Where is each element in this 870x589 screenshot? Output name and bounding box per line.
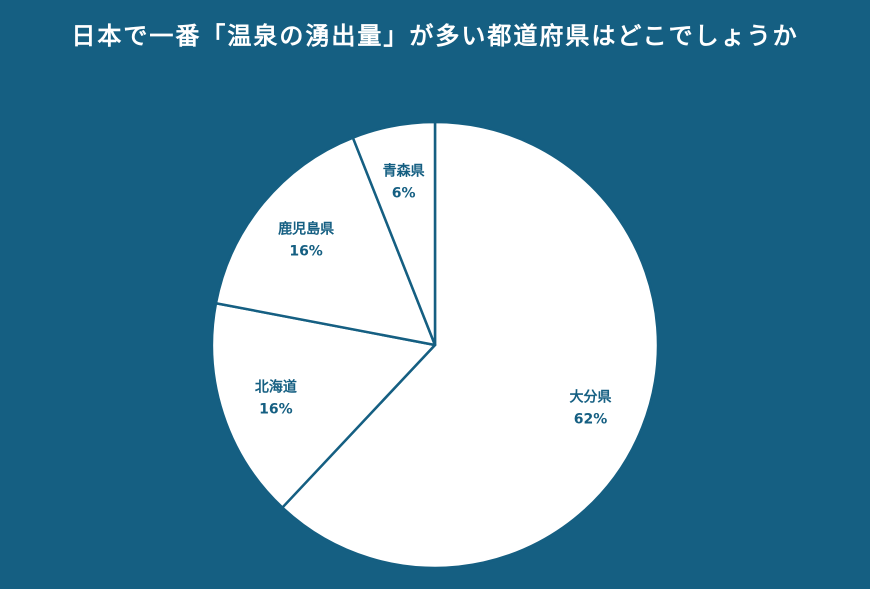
- slice-value-label: 6%: [392, 186, 416, 202]
- pie-slice: [214, 136, 437, 347]
- slice-value-label: 62%: [574, 412, 608, 428]
- slice-category-label: 青森県: [383, 163, 425, 180]
- slice-category-label: 大分県: [570, 389, 612, 406]
- pie-slice: [281, 120, 660, 570]
- chart-title: 日本で一番「温泉の湧出量」が多い都道府県はどこでしょうか: [71, 22, 799, 50]
- pie-slice: [351, 120, 437, 347]
- slice-value-label: 16%: [259, 402, 293, 418]
- slice-category-label: 鹿児島県: [277, 220, 334, 237]
- pie-slice: [210, 301, 437, 509]
- slice-category-label: 北海道: [255, 379, 297, 396]
- slice-value-label: 16%: [289, 243, 323, 259]
